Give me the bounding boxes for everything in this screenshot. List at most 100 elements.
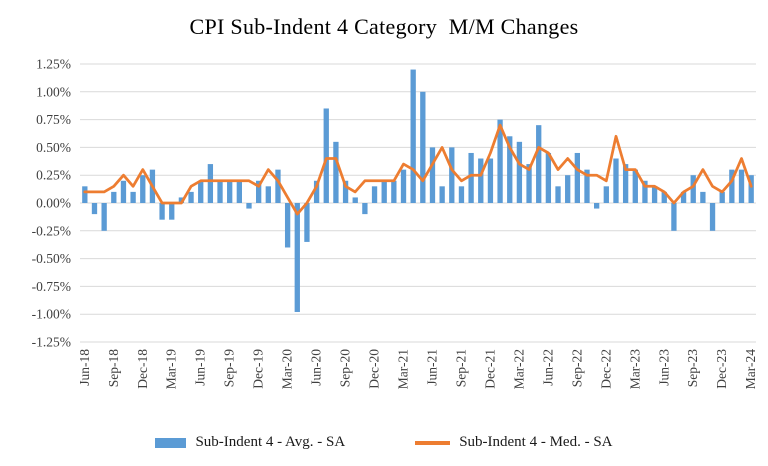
bar-avg xyxy=(236,180,242,203)
bar-avg xyxy=(632,169,638,203)
bar-avg xyxy=(651,186,658,203)
bar-avg xyxy=(410,69,416,203)
bar-avg xyxy=(101,203,107,231)
bar-avg xyxy=(352,197,358,203)
bar-avg xyxy=(381,180,387,203)
bar-avg xyxy=(265,186,271,203)
bar-avg xyxy=(371,186,378,203)
bar-avg xyxy=(304,203,310,242)
legend-label-avg: Sub-Indent 4 - Avg. - SA xyxy=(195,434,346,450)
y-axis-tick-label: -1.00% xyxy=(32,307,71,322)
chart-canvas: 1.25% 1.00% 0.75% 0.50% 0.25% 0.00% -0.25% -0.5… xyxy=(32,57,759,390)
x-axis-tick-label: Mar-19 xyxy=(164,349,179,389)
bar-avg xyxy=(227,180,233,203)
bar-avg xyxy=(642,180,648,203)
y-axis-tick-label: 0.00% xyxy=(36,196,71,211)
x-axis-tick-label: Mar-20 xyxy=(280,349,295,389)
x-axis-tick-label: Jun-20 xyxy=(309,349,324,386)
x-axis-tick-label: Jun-19 xyxy=(193,349,208,386)
legend-bar-swatch-icon xyxy=(155,437,187,448)
bar-avg xyxy=(574,152,580,203)
bar-avg xyxy=(429,147,436,203)
bar-avg xyxy=(449,147,455,203)
bar-avg xyxy=(700,191,706,203)
bar-avg xyxy=(487,158,494,203)
bar-avg xyxy=(603,186,609,203)
y-axis-tick-label: 1.25% xyxy=(36,57,71,72)
plot-area: 1.25% 1.00% 0.75% 0.50% 0.25% 0.00% -0.25% -0.5… xyxy=(0,50,768,423)
bar-avg xyxy=(333,141,339,203)
x-axis-tick-label: Sep-19 xyxy=(222,349,237,387)
x-axis-tick-label: Mar-21 xyxy=(396,349,411,389)
bar-avg xyxy=(719,191,725,203)
bar-avg xyxy=(140,175,146,203)
bar-avg xyxy=(82,186,88,203)
x-axis-tick-label: Dec-18 xyxy=(135,349,150,389)
x-axis-tick-label: Dec-21 xyxy=(482,349,497,389)
y-axis-tick-label: -0.75% xyxy=(32,279,71,294)
bar-avg xyxy=(671,203,677,231)
bar-avg xyxy=(256,180,262,203)
x-axis-tick-label: Dec-23 xyxy=(714,349,729,389)
bar-avg xyxy=(400,169,407,203)
y-axis-tick-label: -0.50% xyxy=(32,251,71,266)
bar-avg xyxy=(294,203,300,312)
bar-avg xyxy=(565,175,571,203)
bar-avg xyxy=(709,203,716,231)
median-line xyxy=(83,123,753,216)
bar-avg xyxy=(91,203,98,215)
legend-item-avg: Sub-Indent 4 - Avg. - SA xyxy=(155,434,345,451)
bar-avg xyxy=(738,169,745,203)
bar-avg xyxy=(362,203,368,215)
y-axis-tick-label: 0.75% xyxy=(36,112,71,127)
bar-avg xyxy=(246,203,252,209)
y-axis-tick-label: -0.25% xyxy=(32,223,71,238)
y-axis-tick-label: 0.25% xyxy=(36,168,71,183)
bar-avg xyxy=(729,169,735,203)
x-axis-tick-label: Mar-22 xyxy=(511,349,526,389)
bar-avg xyxy=(207,164,214,203)
bar-avg xyxy=(468,152,474,203)
bar-avg xyxy=(198,180,204,203)
legend-label-med: Sub-Indent 4 - Med. - SA xyxy=(459,434,613,450)
bar-avg xyxy=(420,91,426,203)
bar-avg xyxy=(130,191,136,203)
bar-avg xyxy=(478,158,484,203)
legend-item-med: Sub-Indent 4 - Med. - SA xyxy=(415,434,613,451)
bar-avg xyxy=(613,158,619,203)
bar-avg xyxy=(584,169,590,203)
bar-avg xyxy=(594,203,600,209)
x-axis-tick-label: Sep-22 xyxy=(569,349,584,387)
chart-legend: Sub-Indent 4 - Avg. - SA Sub-Indent 4 - … xyxy=(0,423,768,466)
bar-avg xyxy=(526,164,532,203)
x-axis-tick-label: Dec-22 xyxy=(598,349,613,389)
x-axis-tick-label: Jun-22 xyxy=(540,349,555,386)
bar-avg xyxy=(391,180,397,203)
bar-avg xyxy=(313,180,320,203)
x-axis-tick-label: Sep-21 xyxy=(453,349,468,387)
bar-avg xyxy=(497,119,503,203)
legend-line-swatch-icon xyxy=(415,440,451,445)
bar-avg xyxy=(111,191,117,203)
bar-avg xyxy=(661,191,667,203)
x-axis-tick-label: Jun-18 xyxy=(77,349,92,386)
bar-avg xyxy=(159,203,165,220)
bar-avg xyxy=(120,180,127,203)
bar-avg xyxy=(188,191,194,203)
y-axis-tick-label: -1.25% xyxy=(32,335,71,350)
y-axis-tick-label: 0.50% xyxy=(36,140,71,155)
y-axis-tick-label: 1.00% xyxy=(36,84,71,99)
x-axis-tick-label: Dec-20 xyxy=(367,349,382,389)
x-axis-tick-label: Sep-18 xyxy=(106,349,121,387)
bar-avg xyxy=(555,186,561,203)
x-axis-tick-label: Jun-23 xyxy=(656,349,671,386)
x-axis-tick-label: Jun-21 xyxy=(424,349,439,386)
bar-avg xyxy=(516,141,523,203)
bar-avg xyxy=(536,125,542,203)
x-axis-tick-label: Mar-24 xyxy=(743,349,758,389)
bar-avg xyxy=(507,136,513,203)
bar-avg xyxy=(690,175,696,203)
x-axis-tick-label: Sep-20 xyxy=(338,349,353,387)
bar-avg xyxy=(275,169,281,203)
bar-avg xyxy=(217,180,223,203)
